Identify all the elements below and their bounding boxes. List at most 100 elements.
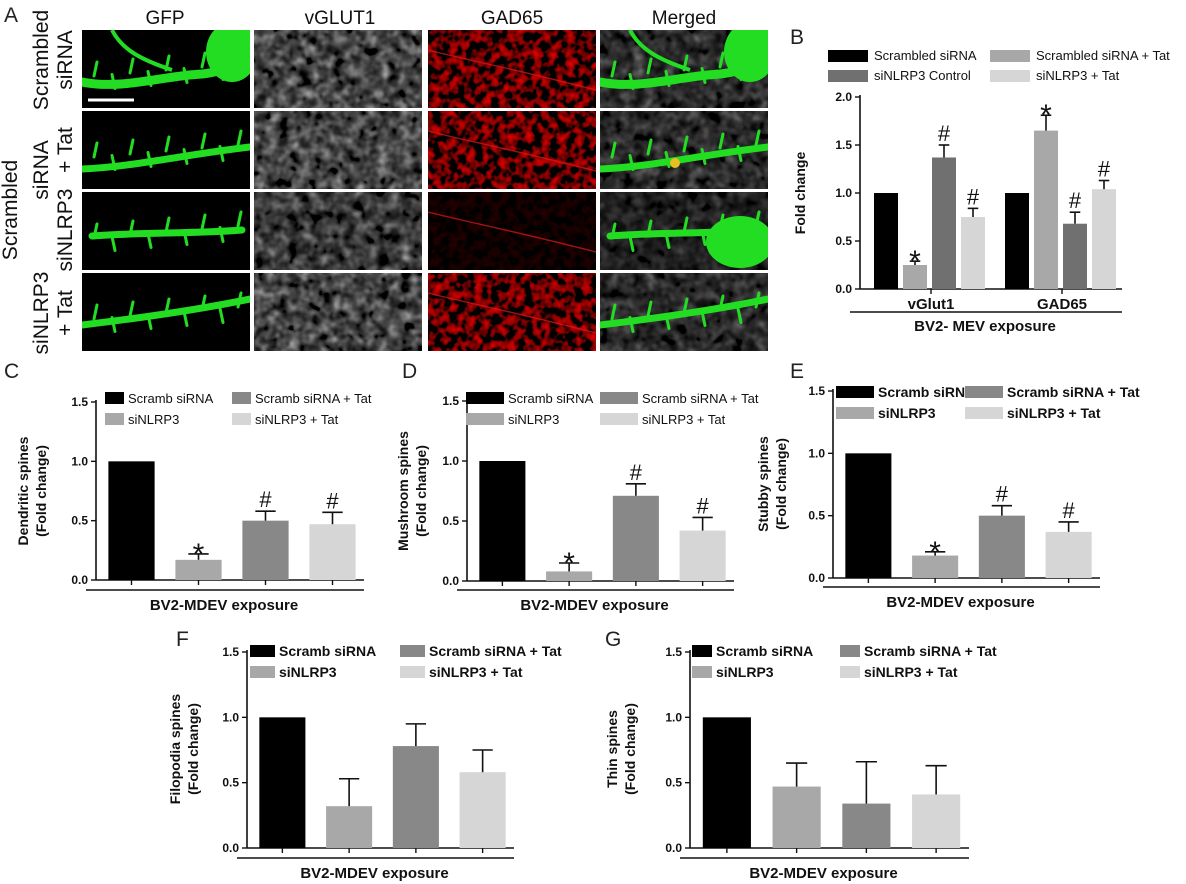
- bar-group-4: [679, 530, 726, 581]
- legend-item: Scrambled siRNA: [828, 48, 977, 63]
- legend-swatch: [990, 50, 1030, 62]
- y-axis-label: Dendritic spines: [15, 436, 31, 545]
- legend-swatch: [232, 392, 251, 404]
- legend-swatch: [600, 392, 638, 404]
- micrograph-gad65-row-3: [428, 192, 596, 270]
- x-axis-label: BV2-MDEV exposure: [886, 594, 1034, 611]
- x-axis-label: BV2-MDEV exposure: [749, 865, 897, 882]
- legend-item: Scramb siRNA + Tat: [232, 391, 372, 406]
- legend-label: siNLRP3 + Tat: [864, 664, 958, 680]
- legend-item: Scramb siRNA: [105, 391, 214, 406]
- column-title-vglut1: vGLUT1: [305, 8, 376, 29]
- legend-swatch: [836, 386, 874, 398]
- significance-hash: #: [259, 487, 272, 512]
- y-tick-label: 0.5: [808, 509, 825, 523]
- x-category-label: vGlut1: [908, 296, 955, 313]
- panel-c-letter: C: [4, 360, 19, 383]
- bar-gad65-3: [1092, 189, 1116, 289]
- significance-hash: #: [996, 482, 1009, 507]
- row-label-sinlrp3-tat-line-2: + Tat: [54, 290, 77, 336]
- significance-hash: #: [1063, 498, 1076, 523]
- y-tick-label: 1.0: [442, 454, 459, 468]
- bar-group-3: [612, 495, 659, 581]
- legend-label: Scramb siRNA: [279, 643, 376, 659]
- legend-label: siNLRP3 + Tat: [1007, 405, 1101, 421]
- y-axis-label: Fold change: [792, 152, 808, 235]
- x-axis-label: BV2- MEV exposure: [914, 318, 1056, 335]
- legend-swatch: [840, 645, 860, 657]
- micrograph-gad65-row-2: [428, 111, 596, 189]
- micrograph-vglut1-row-3: [254, 192, 422, 270]
- x-axis-label: BV2-MDEV exposure: [150, 597, 298, 614]
- legend-swatch: [600, 413, 638, 425]
- row-group-label-line-2: siRNA: [30, 140, 53, 200]
- micrograph-merged-row-2: [600, 111, 768, 189]
- y-tick-label: 1.5: [808, 384, 825, 398]
- legend-item: Scramb siRNA + Tat: [965, 384, 1140, 400]
- y-axis-label: (Fold change): [413, 445, 429, 537]
- legend-item: siNLRP3: [466, 412, 559, 427]
- legend-label: siNLRP3: [128, 412, 179, 427]
- y-axis-label: (Fold change): [622, 703, 638, 795]
- legend-label: siNLRP3 + Tat: [255, 412, 339, 427]
- bar-gad65-2: [1063, 223, 1087, 289]
- bar-group-1: [479, 461, 526, 581]
- legend-item: siNLRP3 + Tat: [840, 664, 958, 680]
- legend-swatch: [828, 70, 868, 82]
- micrograph-gfp-row-4: [82, 273, 250, 351]
- legend-label: Scrambled siRNA + Tat: [1036, 48, 1170, 63]
- legend-label: siNLRP3: [716, 664, 774, 680]
- y-axis-label: (Fold change): [773, 438, 789, 530]
- legend-item: Scramb siRNA + Tat: [400, 643, 562, 659]
- column-title-gad65: GAD65: [481, 8, 543, 29]
- chart-panel-d: 0.0 0.5 1.0 1.5 Mushroom spines (Fold change)…: [395, 391, 759, 614]
- legend-label: Scramb siRNA + Tat: [255, 391, 372, 406]
- bar-group-4: [309, 524, 356, 580]
- bar-vglut1-0: [874, 193, 898, 289]
- bar-group-1: [845, 453, 892, 578]
- significance-hash: #: [630, 460, 643, 485]
- y-tick-label: 1.5: [835, 138, 852, 152]
- legend-item: siNLRP3: [692, 664, 774, 680]
- legend-item: siNLRP3: [105, 412, 179, 427]
- significance-hash: #: [967, 184, 980, 209]
- row-group-label-line-1: Scrambled: [0, 160, 22, 260]
- bar-gad65-0: [1005, 193, 1029, 289]
- legend-label: Scramb siRNA + Tat: [642, 391, 759, 406]
- bar-group-2: [912, 555, 959, 578]
- bar-group-2: [546, 571, 593, 581]
- legend-item: Scrambled siRNA + Tat: [990, 48, 1170, 63]
- y-tick-label: 1.0: [665, 710, 682, 724]
- y-tick-label: 0.0: [665, 841, 682, 855]
- y-tick-label: 0.5: [835, 234, 852, 248]
- legend-item: siNLRP3 + Tat: [600, 412, 726, 427]
- bar-group-3: [242, 520, 289, 580]
- micrograph-merged-row-3: [600, 192, 768, 270]
- chart-panel-c: 0.0 0.5 1.0 1.5 Dendritic spines (Fold change…: [15, 391, 372, 614]
- significance-hash: #: [1098, 157, 1111, 182]
- x-axis-label: BV2-MDEV exposure: [300, 865, 448, 882]
- significance-hash: #: [326, 488, 339, 513]
- legend-label: Scramb siRNA: [508, 391, 594, 406]
- micrograph-vglut1-row-4: [254, 273, 422, 351]
- significance-asterisk: *: [193, 538, 205, 571]
- bar-group-3: [842, 803, 891, 848]
- charts: 0.0 0.5 1.0 1.5 2.0 Fold change BV2- MEV expos…: [15, 48, 1170, 882]
- y-axis-label: Thin spines: [604, 710, 620, 788]
- legend-label: Scramb siRNA + Tat: [429, 643, 562, 659]
- legend-label: Scramb siRNA: [128, 391, 214, 406]
- legend-label: siNLRP3: [878, 405, 936, 421]
- legend-swatch: [105, 392, 124, 404]
- column-title-merged: Merged: [652, 8, 716, 29]
- legend-swatch: [250, 666, 275, 678]
- legend-item: siNLRP3 + Tat: [232, 412, 339, 427]
- legend-item: siNLRP3 Control: [828, 68, 971, 83]
- y-tick-label: 0.5: [665, 776, 682, 790]
- significance-hash: #: [1069, 188, 1082, 213]
- chart-panel-b: 0.0 0.5 1.0 1.5 2.0 Fold change BV2- MEV expos…: [792, 48, 1170, 335]
- y-axis-label: (Fold change): [185, 703, 201, 795]
- micrograph-merged-row-1: [600, 30, 768, 108]
- legend-swatch: [250, 645, 275, 657]
- y-axis-label: (Fold change): [33, 445, 49, 537]
- bar-gad65-1: [1034, 130, 1058, 289]
